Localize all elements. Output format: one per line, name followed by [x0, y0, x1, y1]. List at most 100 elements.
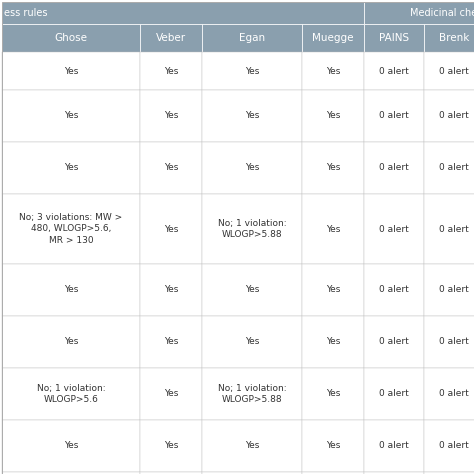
Text: PAINS: PAINS — [379, 33, 409, 43]
Text: Muegge: Muegge — [312, 33, 354, 43]
Bar — [140, 472, 202, 474]
Bar — [2, 142, 140, 194]
Text: Yes: Yes — [164, 441, 178, 450]
Text: 0 alert: 0 alert — [439, 164, 469, 173]
Bar — [364, 420, 424, 472]
Bar — [424, 52, 474, 90]
Bar — [302, 194, 364, 264]
Bar — [424, 264, 474, 316]
Text: 0 alert: 0 alert — [379, 111, 409, 120]
Text: Yes: Yes — [245, 337, 259, 346]
Bar — [202, 316, 302, 368]
Text: ess rules: ess rules — [4, 8, 48, 18]
Bar — [302, 472, 364, 474]
Bar — [140, 90, 202, 142]
Text: Yes: Yes — [245, 441, 259, 450]
Bar — [2, 264, 140, 316]
Text: Yes: Yes — [64, 111, 78, 120]
Bar — [364, 52, 424, 90]
Bar — [2, 24, 140, 52]
Text: No; 1 violation:
WLOGP>5.88: No; 1 violation: WLOGP>5.88 — [218, 384, 286, 404]
Text: Yes: Yes — [245, 285, 259, 294]
Bar — [2, 420, 140, 472]
Bar — [424, 368, 474, 420]
Bar — [2, 52, 140, 90]
Text: Yes: Yes — [326, 225, 340, 234]
Bar — [2, 90, 140, 142]
Text: 0 alert: 0 alert — [439, 285, 469, 294]
Text: Yes: Yes — [326, 441, 340, 450]
Text: 0 alert: 0 alert — [379, 164, 409, 173]
Bar — [2, 316, 140, 368]
Bar — [202, 90, 302, 142]
Bar — [202, 142, 302, 194]
Bar — [424, 142, 474, 194]
Text: 0 alert: 0 alert — [379, 441, 409, 450]
Text: Yes: Yes — [326, 111, 340, 120]
Bar — [2, 472, 140, 474]
Text: Yes: Yes — [164, 164, 178, 173]
Bar — [202, 24, 302, 52]
Bar — [140, 52, 202, 90]
Bar — [202, 194, 302, 264]
Text: Yes: Yes — [64, 337, 78, 346]
Text: 0 alert: 0 alert — [439, 337, 469, 346]
Bar — [202, 472, 302, 474]
Text: No; 1 violation:
WLOGP>5.6: No; 1 violation: WLOGP>5.6 — [36, 384, 105, 404]
Text: Yes: Yes — [245, 111, 259, 120]
Bar — [424, 24, 474, 52]
Text: Yes: Yes — [64, 285, 78, 294]
Text: Yes: Yes — [164, 285, 178, 294]
Bar — [2, 194, 140, 264]
Bar — [424, 90, 474, 142]
Bar — [202, 420, 302, 472]
Bar — [140, 142, 202, 194]
Text: 0 alert: 0 alert — [439, 441, 469, 450]
Bar — [424, 194, 474, 264]
Bar — [302, 368, 364, 420]
Text: Yes: Yes — [326, 337, 340, 346]
Text: 0 alert: 0 alert — [379, 285, 409, 294]
Text: Yes: Yes — [64, 441, 78, 450]
Text: Yes: Yes — [326, 390, 340, 399]
Bar — [202, 264, 302, 316]
Text: 0 alert: 0 alert — [379, 337, 409, 346]
Text: Yes: Yes — [64, 66, 78, 75]
Text: Yes: Yes — [164, 111, 178, 120]
Text: Ghose: Ghose — [55, 33, 88, 43]
Bar — [424, 420, 474, 472]
Bar — [364, 2, 474, 24]
Bar — [302, 264, 364, 316]
Text: Yes: Yes — [164, 337, 178, 346]
Text: Egan: Egan — [239, 33, 265, 43]
Text: Yes: Yes — [64, 164, 78, 173]
Text: Medicinal chemistry: Medicinal chemistry — [410, 8, 474, 18]
Bar — [202, 368, 302, 420]
Bar — [140, 194, 202, 264]
Bar — [302, 24, 364, 52]
Bar — [2, 368, 140, 420]
Text: 0 alert: 0 alert — [439, 66, 469, 75]
Text: 0 alert: 0 alert — [379, 66, 409, 75]
Text: No; 3 violations: MW >
480, WLOGP>5.6,
MR > 130: No; 3 violations: MW > 480, WLOGP>5.6, M… — [19, 213, 123, 245]
Bar — [424, 316, 474, 368]
Bar — [302, 52, 364, 90]
Bar — [302, 90, 364, 142]
Text: Yes: Yes — [245, 66, 259, 75]
Text: Yes: Yes — [326, 66, 340, 75]
Bar — [140, 24, 202, 52]
Bar — [364, 368, 424, 420]
Bar — [302, 316, 364, 368]
Text: No; 1 violation:
WLOGP>5.88: No; 1 violation: WLOGP>5.88 — [218, 219, 286, 239]
Text: Yes: Yes — [245, 164, 259, 173]
Text: 0 alert: 0 alert — [379, 390, 409, 399]
Bar — [302, 142, 364, 194]
Bar — [364, 264, 424, 316]
Text: Yes: Yes — [164, 390, 178, 399]
Bar — [364, 472, 424, 474]
Bar — [364, 90, 424, 142]
Text: 0 alert: 0 alert — [439, 225, 469, 234]
Bar — [424, 472, 474, 474]
Text: 0 alert: 0 alert — [439, 390, 469, 399]
Bar — [302, 420, 364, 472]
